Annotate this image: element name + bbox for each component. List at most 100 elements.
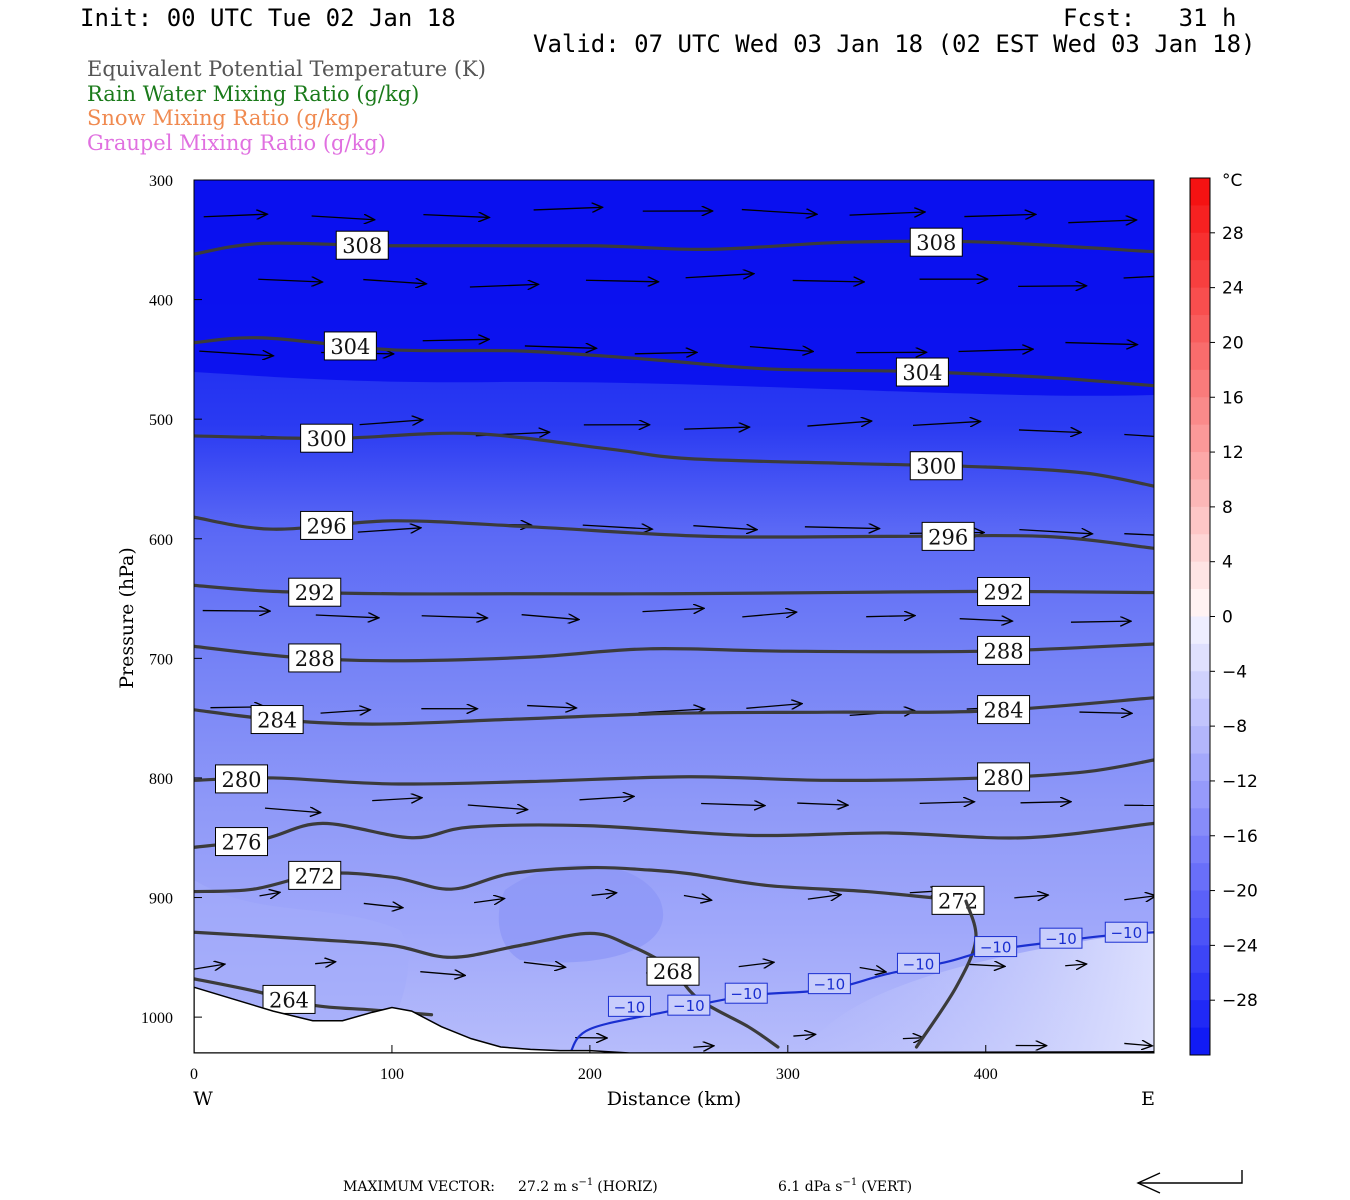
colorbar-segment xyxy=(1190,643,1210,672)
temp-label-box xyxy=(724,982,768,1004)
wind-vector xyxy=(1123,275,1154,279)
colorbar-tick-label: −4 xyxy=(1222,662,1247,682)
wind-vector xyxy=(264,808,321,812)
temp-contour-label: −10 xyxy=(614,998,646,1016)
forecast-hour: Fcst: 31 h xyxy=(1063,4,1237,32)
contour-label: 268 xyxy=(653,960,693,984)
colorbar-segment xyxy=(1190,671,1210,700)
contour-label: 296 xyxy=(928,525,968,549)
contour-label: 308 xyxy=(342,234,382,258)
wind-vector xyxy=(684,427,749,429)
wind-vector xyxy=(357,528,421,532)
contour-label: 292 xyxy=(295,581,335,605)
wind-vector xyxy=(1014,895,1048,898)
temp-contour-label: −10 xyxy=(673,997,705,1015)
wind-vector xyxy=(807,421,871,426)
wind-vector xyxy=(964,214,1035,216)
colorbar-tick-label: 16 xyxy=(1222,388,1244,408)
y-axis-label: Pressure (hPa) xyxy=(116,547,138,689)
colorbar-tick-label: −16 xyxy=(1222,827,1258,847)
contour-label-box xyxy=(288,577,342,607)
contour-label-box xyxy=(921,521,975,551)
wind-vector xyxy=(1019,530,1092,534)
x-end-label-east: E xyxy=(1141,1088,1155,1110)
colorbar-segment xyxy=(1190,1027,1210,1056)
colorbar-segment xyxy=(1190,972,1210,1001)
wind-vector xyxy=(585,280,659,282)
theta-e-contour-272 xyxy=(914,899,978,1049)
contour-label-box xyxy=(335,230,389,260)
colorbar-segment xyxy=(1190,863,1210,892)
contour-label: 272 xyxy=(938,889,978,913)
wind-vector xyxy=(422,339,490,340)
theta-e-contour-308 xyxy=(194,239,1154,256)
colorbar-segment xyxy=(1190,178,1210,206)
wind-vector xyxy=(1124,1043,1152,1045)
colorbar-segment xyxy=(1190,698,1210,727)
valid-time: Valid: 07 UTC Wed 03 Jan 18 (02 EST Wed … xyxy=(533,30,1256,58)
wind-vector xyxy=(258,279,322,282)
warm-surface-shading xyxy=(800,930,1154,1053)
wind-vector xyxy=(533,207,603,210)
temp-contour-label: −10 xyxy=(730,985,762,1003)
wind-vector xyxy=(1020,802,1071,803)
wind-vector xyxy=(746,704,802,709)
wind-vector xyxy=(363,280,426,284)
theta-e-contour-276 xyxy=(194,821,1154,849)
wind-vector xyxy=(527,706,576,708)
temp-label-box xyxy=(807,973,851,995)
wind-vector xyxy=(469,284,539,287)
contour-label-box xyxy=(300,510,354,540)
colorbar-tick-label: 0 xyxy=(1222,608,1233,628)
wind-vector xyxy=(202,611,270,612)
wind-vector xyxy=(1018,286,1086,287)
colorbar-segment xyxy=(1190,890,1210,919)
wind-vector xyxy=(311,216,375,220)
wind-vector xyxy=(859,967,886,971)
contour-label: 280 xyxy=(221,768,261,792)
wind-vector xyxy=(738,962,774,966)
contour-label-box xyxy=(977,635,1031,665)
wind-vector xyxy=(912,421,981,425)
field-label-snow: Snow Mixing Ratio (g/kg) xyxy=(87,106,359,130)
colorbar-tick-label: 8 xyxy=(1222,498,1233,518)
reference-arrowhead-icon xyxy=(1136,1172,1161,1194)
colorbar-segment xyxy=(1190,397,1210,426)
temp-label-box xyxy=(607,995,651,1017)
colorbar-tick-label: −8 xyxy=(1222,717,1247,737)
wind-vector xyxy=(919,802,975,804)
wind-vector xyxy=(634,352,697,353)
wind-vector xyxy=(194,964,225,969)
wind-vector xyxy=(315,962,335,964)
contour-label-box xyxy=(262,984,316,1014)
wind-vector xyxy=(749,347,813,352)
colorbar-segment xyxy=(1190,260,1210,289)
y-tick-label: 500 xyxy=(149,412,173,429)
contour-label-box xyxy=(646,956,700,986)
wind-vector xyxy=(473,898,504,902)
wind-vector xyxy=(685,274,754,278)
colorbar-tick-label: 4 xyxy=(1222,553,1233,573)
wind-vector xyxy=(849,212,925,215)
field-label-rain: Rain Water Mixing Ratio (g/kg) xyxy=(87,82,420,106)
reference-vector-icon xyxy=(1138,1170,1243,1184)
contour-label-box xyxy=(288,643,342,673)
y-tick-label: 400 xyxy=(149,293,173,310)
max-vector-horiz: 27.2 m s−1 (HORIZ) xyxy=(518,1177,658,1195)
footer: MAXIMUM VECTOR: 27.2 m s−1 (HORIZ) 6.1 dP… xyxy=(343,1170,1243,1195)
wind-vector xyxy=(797,803,848,805)
contour-label-box xyxy=(300,423,354,453)
colorbar-tick-label: −24 xyxy=(1222,936,1258,956)
contour-label: 300 xyxy=(307,427,347,451)
contour-label: 272 xyxy=(295,864,335,888)
temp-label-box xyxy=(1104,921,1148,943)
wind-vector xyxy=(1018,430,1081,433)
colorbar-segment xyxy=(1190,315,1210,343)
colorbar-segment xyxy=(1190,424,1210,453)
wind-vector xyxy=(693,526,757,530)
wind-vector xyxy=(372,798,422,801)
x-tick-label: 100 xyxy=(380,1066,404,1083)
colorbar-segment xyxy=(1190,616,1210,645)
wind-vector xyxy=(259,892,280,896)
